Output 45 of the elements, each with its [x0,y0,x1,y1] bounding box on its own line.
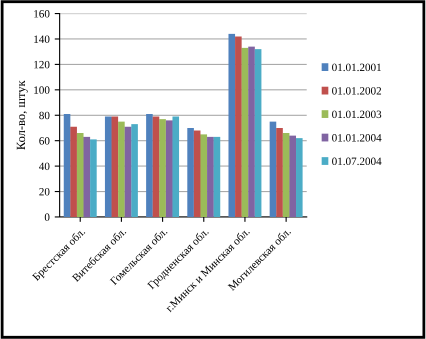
y-tick-label: 120 [34,60,50,68]
bar [270,122,276,217]
bar [214,136,220,217]
bar [282,133,290,217]
bar [112,116,118,217]
y-tick-label: 20 [39,188,50,196]
bar [248,46,255,217]
bar [152,116,160,217]
legend-label: 01.07.2004 [332,158,382,166]
bar [296,138,303,217]
bar [159,119,166,217]
y-tick-label: 80 [39,112,50,120]
bar [207,136,214,217]
bar [187,128,194,217]
y-axis-title: Кол-во, штук [16,80,28,150]
bar [146,114,153,217]
y-tick-label: 160 [34,10,50,18]
legend-label: 01.01.2004 [332,134,382,142]
y-tick-label: 100 [34,86,50,94]
bar [76,133,84,217]
bar [228,34,236,217]
legend-label: 01.01.2003 [332,110,382,118]
bar [104,116,112,217]
y-tick-label: 60 [39,137,50,145]
bar [166,120,172,217]
bar [235,36,242,217]
bar [200,134,208,217]
bar [194,130,200,217]
y-tick-label: 0 [44,213,50,221]
bar [289,136,296,217]
bar [64,114,70,217]
bar [70,126,77,217]
bar [124,126,132,217]
y-tick-label: 140 [34,35,50,43]
legend-label: 01.01.2001 [332,64,381,72]
bar [84,136,90,217]
bar [131,124,138,217]
bar [242,48,248,217]
bar [276,128,283,217]
bar [254,49,262,217]
bar [172,116,180,217]
bar [118,122,125,217]
bar [90,139,97,217]
y-tick-label: 40 [39,162,50,170]
legend-label: 01.01.2002 [332,87,382,95]
